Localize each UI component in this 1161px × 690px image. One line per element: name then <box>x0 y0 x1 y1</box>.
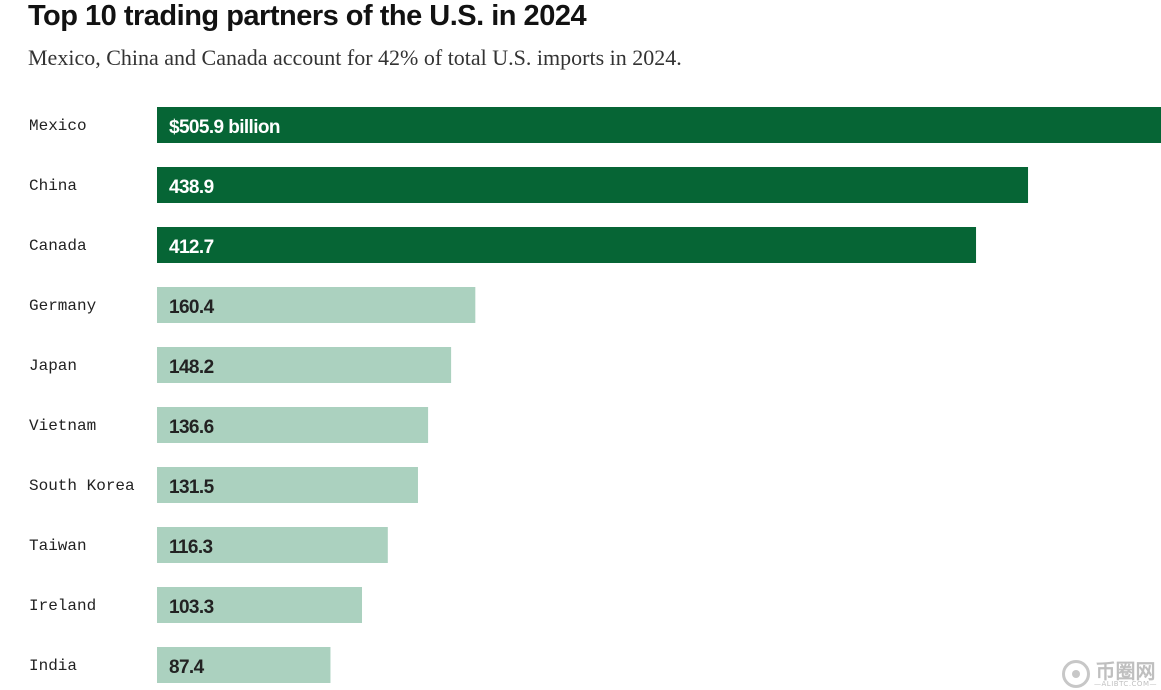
bar <box>157 287 476 323</box>
watermark-sub: —ALIBTC.COM— <box>1094 679 1157 688</box>
bar <box>157 347 452 383</box>
value-label: 148.2 <box>169 357 214 378</box>
bar <box>157 167 1029 203</box>
bar <box>157 107 1161 143</box>
category-label: India <box>29 657 77 675</box>
watermark-text: 币圈网 —ALIBTC.COM— <box>1094 661 1157 688</box>
value-label: 87.4 <box>169 657 205 678</box>
value-label: 116.3 <box>169 537 213 558</box>
chart-title: Top 10 trading partners of the U.S. in 2… <box>28 0 587 32</box>
value-label: 160.4 <box>169 297 215 318</box>
category-label: China <box>29 177 77 195</box>
coin-logo-icon <box>1062 660 1091 688</box>
value-label: 438.9 <box>169 177 214 198</box>
value-label: 412.7 <box>169 237 214 258</box>
bar <box>157 407 429 443</box>
category-label: Canada <box>29 237 87 255</box>
category-label: South Korea <box>29 477 135 495</box>
value-label: 131.5 <box>169 477 215 498</box>
bar <box>157 467 418 503</box>
category-label: Taiwan <box>29 537 87 555</box>
category-label: Japan <box>29 357 77 375</box>
watermark: 币圈网 —ALIBTC.COM— <box>1062 660 1157 688</box>
category-label: Ireland <box>29 597 96 615</box>
bar <box>157 527 388 563</box>
category-label: Germany <box>29 297 97 315</box>
bar <box>157 227 977 263</box>
category-label: Mexico <box>29 117 87 135</box>
bar <box>157 647 331 683</box>
bar <box>157 587 363 623</box>
category-label: Vietnam <box>29 417 96 435</box>
value-label: 136.6 <box>169 417 214 438</box>
value-label: $505.9 billion <box>169 117 280 138</box>
watermark-main: 币圈网 <box>1095 658 1156 683</box>
value-label: 103.3 <box>169 597 214 618</box>
chart-subtitle: Mexico, China and Canada account for 42%… <box>28 45 682 70</box>
